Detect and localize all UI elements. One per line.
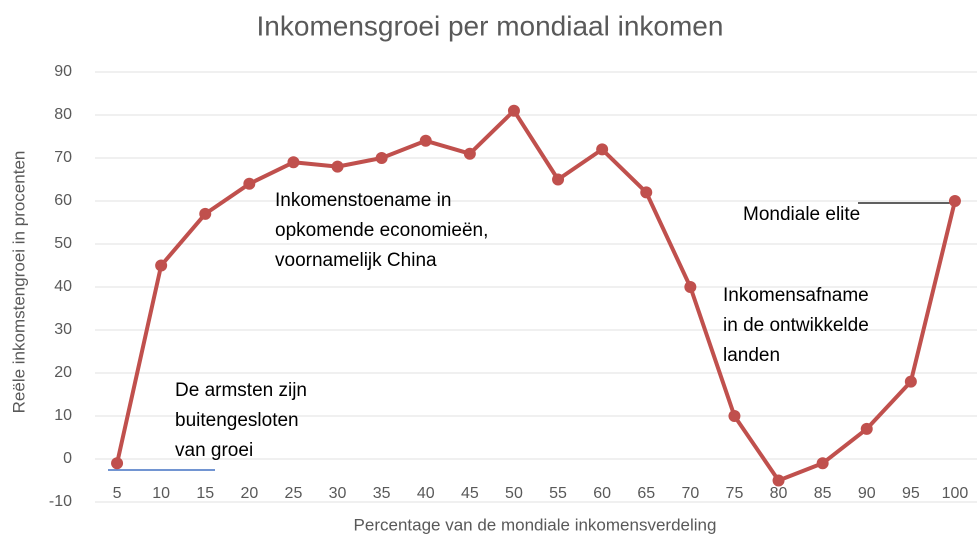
x-tick-label: 90 (858, 485, 876, 502)
point (684, 281, 697, 293)
point (111, 457, 124, 470)
x-axis-label: Percentage van de mondiale inkomensverde… (354, 515, 717, 534)
y-tick-label: 80 (54, 106, 72, 123)
point (816, 457, 829, 470)
y-tick-label: 60 (54, 192, 72, 209)
x-tick-label: 95 (902, 485, 920, 502)
point (948, 195, 961, 207)
x-tick-label: 10 (152, 485, 170, 502)
x-tick-label: 35 (373, 485, 391, 502)
point (904, 375, 917, 388)
point (507, 104, 520, 117)
y-tick-label: 70 (54, 149, 72, 166)
x-tick-label: 55 (549, 485, 567, 502)
annotation: landen (723, 345, 780, 366)
y-tick-label: 0 (63, 450, 72, 467)
point (331, 160, 344, 173)
y-tick-label: 50 (54, 235, 72, 252)
x-tick-label: 80 (770, 485, 788, 502)
annotation: opkomende economieën, (275, 220, 488, 241)
x-tick-label: 15 (196, 485, 214, 502)
annotation: buitengesloten (175, 410, 299, 431)
y-axis-label: Reële inkomstengroei in procenten (9, 151, 28, 414)
y-tick-label: -10 (49, 493, 72, 510)
x-tick-label: 30 (329, 485, 347, 502)
annotation: in de ontwikkelde (723, 315, 869, 336)
point (772, 474, 785, 487)
x-tick-label: 85 (814, 485, 832, 502)
point (640, 186, 653, 199)
line-series (115, 108, 957, 483)
grid (95, 71, 977, 503)
annotation: De armsten zijn (175, 380, 307, 401)
x-tick-label: 75 (726, 485, 744, 502)
chart-title: Inkomensgroei per mondiaal inkomen (257, 10, 724, 41)
point (860, 422, 873, 435)
x-tick-label: 20 (240, 485, 258, 502)
point (243, 177, 256, 190)
x-tick-label: 70 (681, 485, 699, 502)
y-tick-label: 30 (54, 321, 72, 338)
point (596, 143, 609, 156)
point (375, 152, 388, 164)
point (199, 207, 212, 220)
y-tick-label: 40 (54, 278, 72, 295)
y-tick-label: 20 (54, 364, 72, 381)
x-tick-label: 50 (505, 485, 523, 502)
point (552, 173, 565, 186)
annotation: van groei (175, 440, 253, 461)
x-tick-label: 5 (113, 485, 122, 502)
x-tick-label: 60 (593, 485, 611, 502)
point (463, 147, 476, 160)
x-tick-label: 45 (461, 485, 479, 502)
annotation: Inkomensafname (723, 285, 869, 306)
point (155, 259, 168, 272)
annotation: voornamelijk China (275, 250, 437, 271)
annotation: Mondiale elite (743, 204, 860, 225)
point (728, 410, 741, 422)
point (419, 134, 432, 147)
x-tick-label: 65 (637, 485, 655, 502)
y-tick-label: 90 (54, 63, 72, 80)
annotation: Inkomenstoename in (275, 190, 451, 211)
y-tick-label: 10 (54, 407, 72, 424)
point (287, 156, 300, 169)
x-tick-label: 100 (942, 485, 969, 502)
x-tick-label: 25 (285, 485, 303, 502)
x-tick-label: 40 (417, 485, 435, 502)
